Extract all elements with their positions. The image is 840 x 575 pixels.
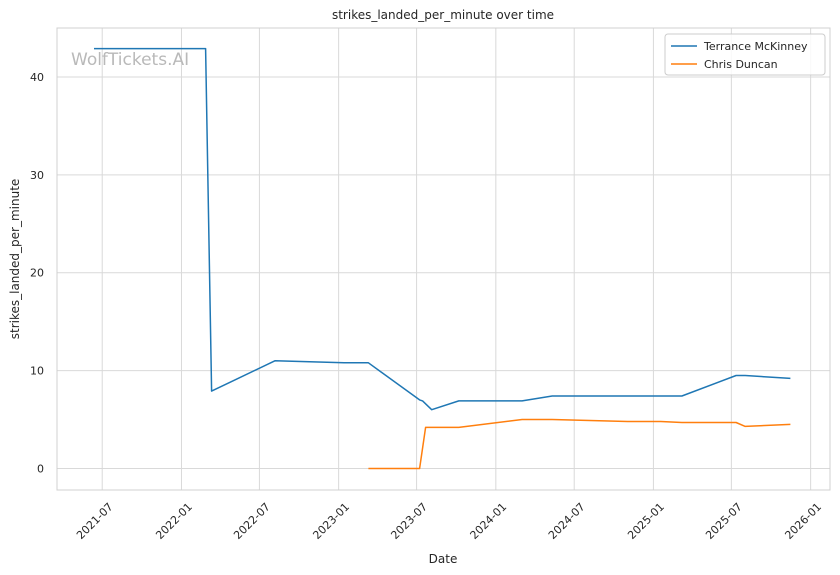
series-layer [94,47,791,470]
y-tick-label: 0 [37,462,44,475]
y-axis-label: strikes_landed_per_minute [8,179,22,340]
legend-box [664,33,826,76]
y-tick-label: 10 [30,365,44,378]
x-tick-label: 2021-07 [74,500,116,542]
watermark: WolfTickets.AI [71,50,189,70]
y-tick-label: 40 [30,71,44,84]
plot-frame [56,27,831,491]
x-tick-label: 2025-07 [703,500,745,542]
tick-layer: 0 10 20 30 40 2021-07 2022-01 2022-07 2023-01 202… [30,71,824,542]
x-tick-label: 2022-07 [231,500,273,542]
x-tick-label: 2023-01 [310,500,352,542]
x-tick-label: 2024-01 [468,500,510,542]
x-tick-label: 2025-01 [625,500,667,542]
legend-label-series-1: Terrance McKinney [703,40,808,53]
legend: Terrance McKinney Chris Duncan [664,33,826,76]
x-tick-label: 2024-07 [546,500,588,542]
legend-label-series-2: Chris Duncan [704,58,778,71]
y-tick-label: 30 [30,169,44,182]
series-line-1 [94,47,791,411]
series-line-2 [368,418,791,470]
x-axis-label: Date [429,552,458,566]
grid-layer [57,28,830,490]
y-tick-label: 20 [30,267,44,280]
x-tick-label: 2022-01 [153,500,195,542]
x-tick-label: 2023-07 [388,500,430,542]
x-tick-label: 2026-01 [782,500,824,542]
chart-title: strikes_landed_per_minute over time [332,8,554,22]
